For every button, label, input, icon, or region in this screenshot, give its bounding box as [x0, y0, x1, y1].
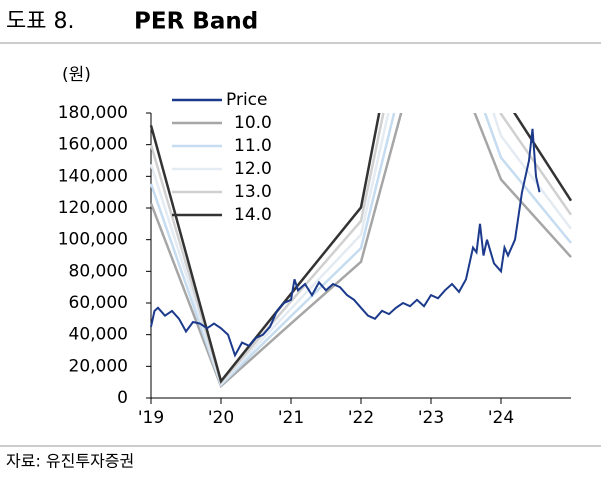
series-line — [149, 113, 572, 389]
y-tick-label: 0 — [117, 388, 128, 408]
y-axis-label: (원) — [62, 65, 91, 85]
y-tick-label: 180,000 — [58, 103, 128, 123]
x-tick-label: '19 — [138, 408, 164, 428]
legend-label: 13.0 — [234, 182, 272, 202]
legend-label: 10.0 — [234, 113, 272, 133]
legend-label: 12.0 — [234, 159, 272, 179]
series-line — [150, 128, 541, 358]
legend-label: 14.0 — [234, 205, 272, 225]
x-tick-label: '24 — [488, 408, 514, 428]
y-tick-label: 60,000 — [69, 293, 128, 313]
series-line — [149, 113, 573, 384]
y-tick-label: 100,000 — [58, 230, 128, 250]
x-tick-label: '21 — [278, 408, 304, 428]
plot-area — [149, 113, 573, 389]
x-tick-label: '20 — [208, 408, 234, 428]
figure-label: 도표 8. — [6, 9, 74, 34]
source: 자료: 유진투자증권 — [6, 452, 134, 471]
x-tick-label: '23 — [418, 408, 444, 428]
y-tick-label: 20,000 — [69, 356, 128, 376]
y-tick-label: 80,000 — [69, 261, 128, 281]
chart-title: PER Band — [134, 9, 258, 35]
y-tick-label: 120,000 — [58, 198, 128, 218]
x-tick-label: '22 — [348, 408, 374, 428]
y-tick-label: 140,000 — [58, 166, 128, 186]
legend-label: Price — [226, 90, 267, 110]
legend-label: 11.0 — [234, 136, 272, 156]
y-tick-label: 160,000 — [58, 135, 128, 155]
y-tick-label: 40,000 — [69, 325, 128, 345]
